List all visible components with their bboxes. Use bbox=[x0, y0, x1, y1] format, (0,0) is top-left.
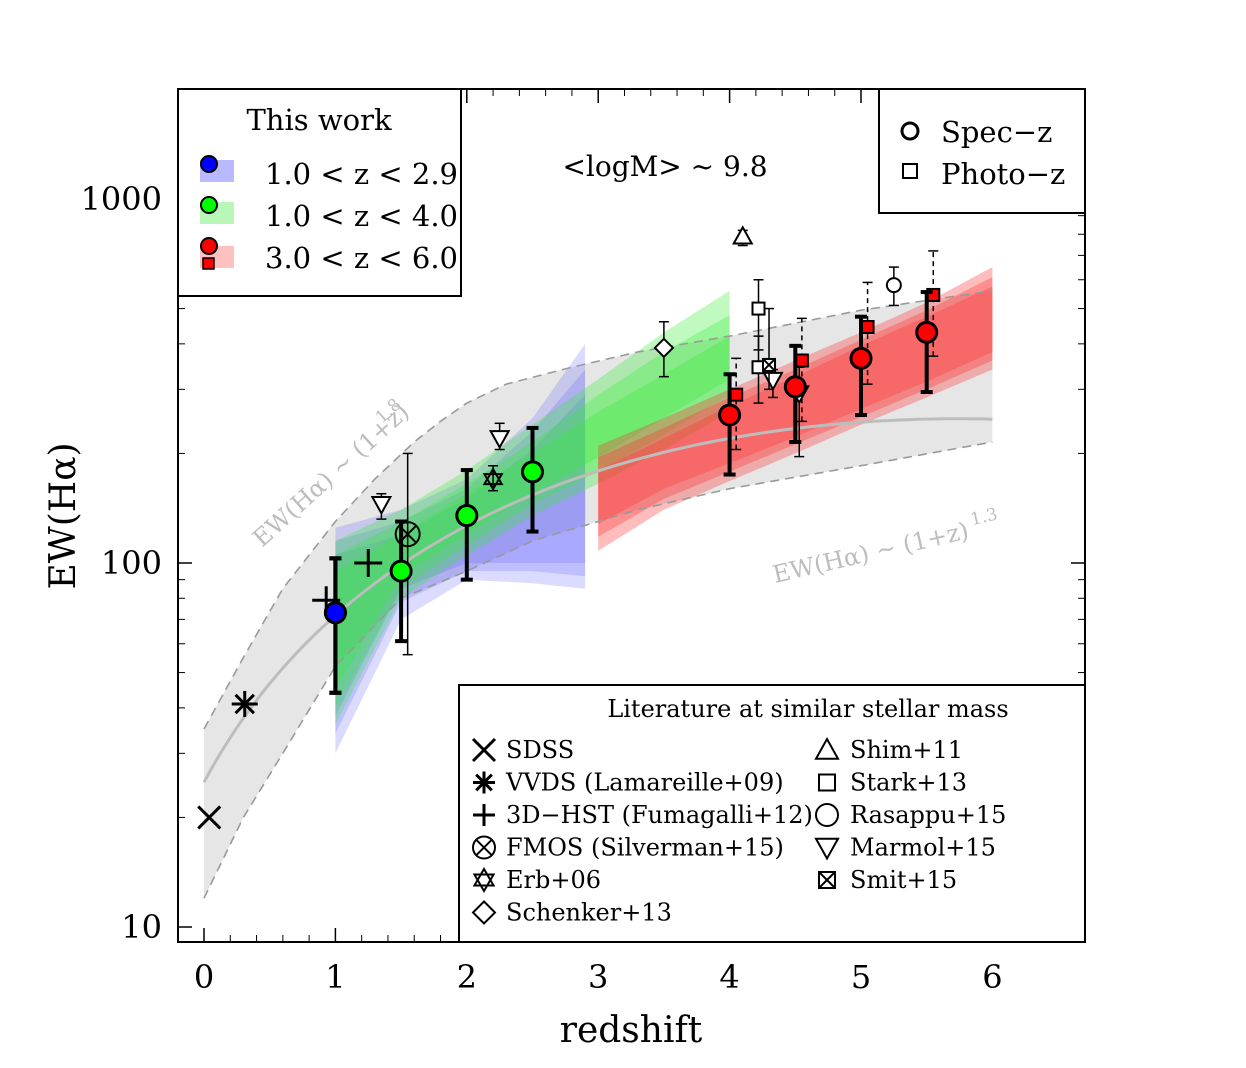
legend-lit-marker-right-1 bbox=[818, 773, 836, 792]
legend-lit-label-left-4: Erb+06 bbox=[506, 866, 601, 894]
legend-lit-marker-left-3 bbox=[472, 835, 496, 860]
legend-lit-label-left-0: SDSS bbox=[506, 736, 574, 764]
legend-literature: Literature at similar stellar mass SDSS V… bbox=[458, 684, 1086, 943]
marker-sdss bbox=[197, 805, 222, 830]
y-tick-label: 10 bbox=[121, 908, 162, 946]
legend-lit-label-left-1: VVDS (Lamareille+09) bbox=[505, 769, 784, 797]
legend-marker-red bbox=[200, 237, 218, 255]
photo-z-square-red bbox=[794, 353, 809, 368]
legend-lit-marker-right-4 bbox=[818, 871, 836, 889]
spec-z-circle bbox=[783, 375, 807, 399]
legend-marker-green bbox=[200, 196, 218, 214]
legend-this-work: This work 1.0 < z < 2.9 1.0 < z < 4.0 3.… bbox=[177, 88, 462, 297]
blue-band-0 bbox=[335, 343, 586, 754]
spec-z-circle bbox=[849, 346, 873, 370]
axis-ticks: 0 1 2 3 4 5 6 10 100 1000 bbox=[81, 88, 1085, 996]
x-axis-title: redshift bbox=[560, 1010, 703, 1051]
legend-lit-marker-right-2 bbox=[815, 803, 839, 827]
legend-lit-marker-left-2 bbox=[473, 804, 495, 826]
spec-z-circle bbox=[718, 403, 742, 427]
data-points bbox=[197, 225, 941, 830]
green-band-2 bbox=[335, 336, 730, 690]
legend-spec-z-label: Spec−z bbox=[941, 115, 1052, 149]
y-tick-label: 100 bbox=[101, 544, 162, 582]
x-tick-label: 6 bbox=[982, 958, 1002, 996]
legend-photo-z-label: Photo−z bbox=[941, 157, 1065, 191]
legend-label-red: 3.0 < z < 6.0 bbox=[265, 241, 458, 275]
spec-z-circle bbox=[455, 504, 479, 528]
legend-literature-title: Literature at similar stellar mass bbox=[607, 695, 1008, 723]
marker-erb-06 bbox=[482, 467, 504, 492]
lower-curve-label: EW(Hα) ~ (1+z) 1.3 bbox=[770, 504, 1000, 589]
marker-smit-15 bbox=[762, 357, 777, 372]
x-tick-label: 5 bbox=[851, 958, 871, 996]
legend-spec-z-marker bbox=[900, 121, 920, 141]
legend-lit-label-left-2: 3D−HST (Fumagalli+12) bbox=[506, 801, 813, 829]
legend-label-green: 1.0 < z < 4.0 bbox=[265, 199, 458, 233]
legend-marker-red-square bbox=[202, 257, 215, 270]
legend-marker-blue bbox=[200, 155, 218, 173]
legend-lit-marker-left-4 bbox=[472, 867, 496, 893]
legend-lit-marker-right-0 bbox=[814, 736, 840, 760]
spec-z-circle bbox=[323, 601, 347, 625]
x-tick-label: 4 bbox=[719, 958, 739, 996]
legend-lit-marker-right-3 bbox=[814, 837, 840, 861]
svg-text:1.3: 1.3 bbox=[969, 504, 1000, 530]
photo-z-square-red bbox=[729, 387, 744, 402]
legend-lit-label-left-5: Schenker+13 bbox=[506, 899, 672, 927]
marker-rasappu-15 bbox=[885, 277, 902, 294]
legend-lit-label-right-0: Shim+11 bbox=[850, 736, 963, 764]
legend-sample: Spec−z Photo−z bbox=[878, 88, 1086, 214]
marker-schenker-13 bbox=[653, 337, 675, 359]
legend-lit-marker-left-1 bbox=[473, 771, 495, 794]
legend-lit-label-right-3: Marmol+15 bbox=[850, 834, 996, 862]
lower-bound-curve bbox=[203, 441, 993, 899]
x-tick-label: 2 bbox=[457, 958, 477, 996]
spec-z-circle bbox=[389, 559, 413, 583]
mean-mass-annotation: <logM> ~ 9.8 bbox=[562, 150, 767, 183]
legend-lit-label-right-1: Stark+13 bbox=[850, 769, 967, 797]
photo-z-square-red bbox=[860, 319, 875, 334]
x-tick-label: 1 bbox=[325, 958, 345, 996]
marker-marmol-15 bbox=[370, 496, 393, 516]
marker-shim-11 bbox=[732, 225, 754, 245]
marker-3d-hst-fumagalli-12- bbox=[354, 549, 383, 577]
legend-lit-marker-left-0 bbox=[471, 737, 497, 763]
legend-lit-label-right-2: Rasappu+15 bbox=[850, 801, 1006, 829]
y-axis-title: EW(Hα) bbox=[43, 442, 84, 589]
legend-lit-label-right-4: Smit+15 bbox=[850, 866, 957, 894]
x-tick-label: 3 bbox=[588, 958, 608, 996]
legend-label-blue: 1.0 < z < 2.9 bbox=[265, 157, 458, 191]
blue-band-1 bbox=[335, 369, 586, 734]
spec-z-circle bbox=[521, 460, 544, 484]
marker-stark-13 bbox=[751, 301, 766, 316]
marker-marmol-15 bbox=[488, 430, 511, 450]
svg-text:EW(Hα) ~ (1+z): EW(Hα) ~ (1+z) bbox=[770, 517, 971, 589]
legend-photo-z-marker bbox=[902, 163, 918, 179]
spec-z-circle bbox=[915, 320, 939, 344]
y-tick-label: 1000 bbox=[81, 180, 162, 218]
legend-this-work-title: This work bbox=[246, 103, 392, 137]
upper-bound-curve bbox=[203, 289, 993, 730]
legend-lit-marker-left-5 bbox=[471, 900, 497, 925]
legend-lit-label-left-3: FMOS (Silverman+15) bbox=[506, 834, 784, 862]
x-tick-label: 0 bbox=[194, 958, 214, 996]
green-band-1 bbox=[335, 315, 730, 708]
marker-vvds-lamareille-09- bbox=[231, 690, 258, 717]
